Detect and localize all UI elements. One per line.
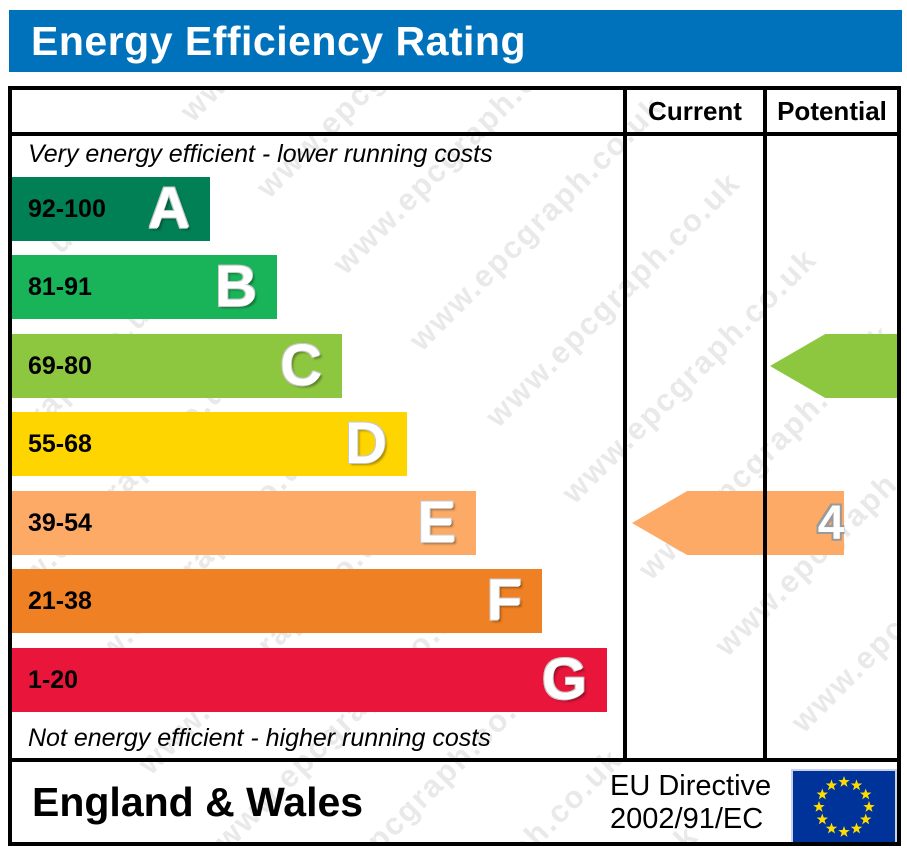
header-divider — [12, 132, 897, 136]
rating-table: www.epcgraph.co.uk www.epcgraph.co.uk ww… — [8, 86, 901, 846]
potential-rating-arrow: 77 — [770, 334, 897, 398]
band-d-range: 55-68 — [28, 429, 92, 458]
band-c-letter: C — [280, 333, 322, 398]
band-d: 55-68 D — [12, 412, 407, 476]
band-b: 81-91 B — [12, 255, 277, 319]
band-g-range: 1-20 — [28, 665, 79, 694]
band-e: 39-54 E — [12, 491, 476, 555]
top-note: Very energy efficient - lower running co… — [28, 140, 493, 168]
band-f-range: 21-38 — [28, 586, 92, 615]
band-c-range: 69-80 — [28, 351, 92, 380]
band-b-letter: B — [215, 254, 257, 319]
band-e-letter: E — [417, 490, 456, 555]
current-column-divider — [623, 90, 627, 762]
eu-directive-label: EU Directive 2002/91/EC — [610, 770, 771, 836]
current-rating-value: 47 — [817, 496, 872, 550]
eu-directive-line1: EU Directive — [610, 770, 772, 802]
bottom-note: Not energy efficient - higher running co… — [28, 724, 491, 752]
band-d-letter: D — [345, 411, 387, 476]
page-title: Energy Efficiency Rating — [31, 17, 527, 64]
band-g-letter: G — [541, 647, 587, 712]
current-rating-arrow: 47 — [632, 491, 845, 555]
band-g: 1-20 G — [12, 648, 607, 712]
band-a-letter: A — [148, 176, 190, 241]
band-a: 92-100 A — [12, 177, 210, 241]
column-header-current: Current — [648, 96, 742, 126]
region-label: England & Wales — [32, 779, 364, 825]
title-banner: Energy Efficiency Rating — [9, 10, 902, 72]
band-a-range: 92-100 — [28, 194, 106, 223]
footer-divider — [12, 758, 897, 762]
eu-flag-icon — [791, 769, 897, 842]
band-f: 21-38 F — [12, 569, 542, 633]
band-c: 69-80 C — [12, 334, 342, 398]
potential-column-divider — [763, 90, 767, 762]
band-e-range: 39-54 — [28, 508, 92, 537]
column-header-potential: Potential — [777, 96, 887, 126]
eu-directive-line2: 2002/91/EC — [610, 803, 764, 835]
footer: England & Wales EU Directive 2002/91/EC — [12, 762, 897, 842]
band-b-range: 81-91 — [28, 272, 92, 301]
band-f-letter: F — [486, 568, 522, 633]
